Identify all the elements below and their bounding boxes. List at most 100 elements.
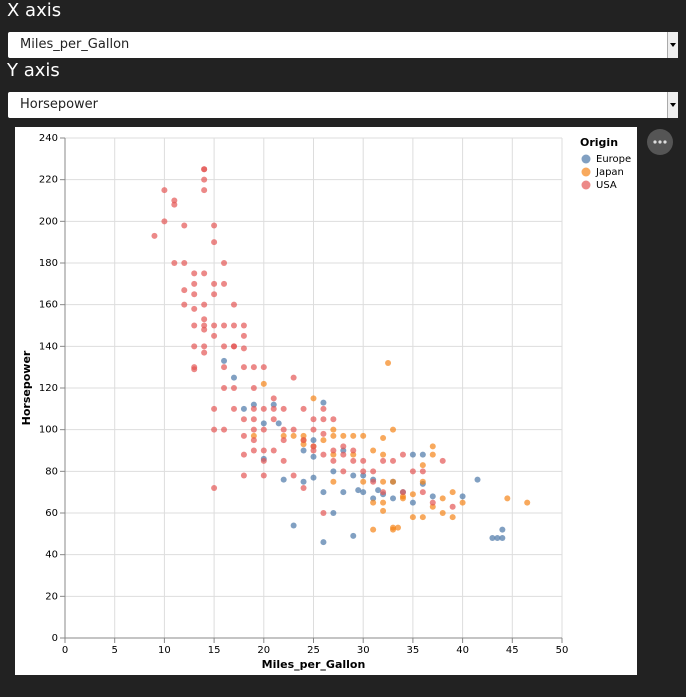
point <box>260 426 267 433</box>
chart-panel <box>15 127 637 675</box>
point <box>191 305 198 312</box>
x-select[interactable]: Miles_per_Gallon <box>8 32 678 58</box>
point <box>320 489 327 496</box>
point <box>390 457 397 464</box>
point <box>280 437 287 444</box>
point <box>181 301 188 308</box>
point <box>201 176 208 183</box>
point <box>459 493 466 500</box>
point <box>380 507 387 514</box>
point <box>240 472 247 479</box>
legend-symbol <box>581 180 591 190</box>
point <box>260 457 267 464</box>
point <box>449 503 456 510</box>
point <box>419 451 426 458</box>
point <box>201 326 208 333</box>
point <box>300 478 307 485</box>
point <box>221 364 228 371</box>
x-axis-title: Miles_per_Gallon <box>262 658 366 671</box>
point <box>330 426 337 433</box>
point <box>330 478 337 485</box>
point <box>300 432 307 439</box>
point <box>221 260 228 266</box>
point <box>340 451 347 458</box>
point <box>260 420 267 427</box>
select-arrow <box>667 32 678 58</box>
point <box>181 287 188 294</box>
x-tick-label: 5 <box>112 645 118 656</box>
point <box>171 197 178 204</box>
point <box>290 522 297 529</box>
point <box>320 437 327 444</box>
y-tick-label: 220 <box>39 175 58 186</box>
point <box>380 478 387 485</box>
point <box>201 301 208 308</box>
point <box>260 472 267 479</box>
legend-symbol <box>581 167 591 177</box>
x-tick-label: 10 <box>158 645 171 656</box>
point <box>340 443 347 450</box>
point <box>320 416 327 423</box>
point <box>300 485 307 491</box>
point <box>260 380 267 387</box>
point <box>320 399 327 406</box>
point <box>429 451 436 458</box>
x-tick-label: 25 <box>307 645 320 656</box>
point <box>201 187 208 194</box>
point <box>151 232 158 239</box>
point <box>409 468 416 475</box>
point <box>221 322 228 329</box>
control-label: X axis <box>7 0 62 21</box>
select-arrow <box>667 92 678 118</box>
point <box>171 260 178 266</box>
point <box>280 432 287 439</box>
point <box>350 532 357 539</box>
point <box>211 322 218 329</box>
point <box>355 487 362 494</box>
point <box>240 322 247 329</box>
point <box>191 280 198 287</box>
point <box>221 343 228 350</box>
point <box>300 437 307 444</box>
point <box>260 447 267 454</box>
point <box>340 447 347 454</box>
point <box>320 451 327 458</box>
point <box>310 426 317 433</box>
legend-label: Europe <box>596 154 631 165</box>
point <box>429 503 436 510</box>
point <box>350 447 357 454</box>
point <box>380 435 387 441</box>
x-tick-label: 30 <box>357 645 370 656</box>
point <box>201 349 208 356</box>
point <box>419 489 426 496</box>
point <box>240 364 247 371</box>
point <box>390 495 397 502</box>
point <box>181 260 188 266</box>
point <box>250 401 257 408</box>
point <box>211 332 218 339</box>
point <box>230 301 237 308</box>
point <box>489 535 496 541</box>
y-select[interactable]: Horsepower <box>8 92 678 118</box>
point <box>191 270 198 277</box>
point <box>240 451 247 458</box>
point <box>171 201 178 208</box>
actions-button[interactable] <box>647 129 673 155</box>
point <box>240 405 247 412</box>
point <box>409 514 416 521</box>
point <box>340 468 347 475</box>
point <box>230 322 237 329</box>
point <box>320 539 327 546</box>
point <box>350 457 357 464</box>
point <box>429 443 436 450</box>
point <box>429 499 436 506</box>
x-tick-label: 45 <box>506 645 519 656</box>
point <box>499 526 506 533</box>
point <box>300 405 307 412</box>
x-tick-label: 0 <box>62 645 68 656</box>
control-label: Y axis <box>7 60 60 81</box>
point <box>360 472 367 479</box>
point <box>211 222 218 229</box>
point <box>300 447 307 454</box>
